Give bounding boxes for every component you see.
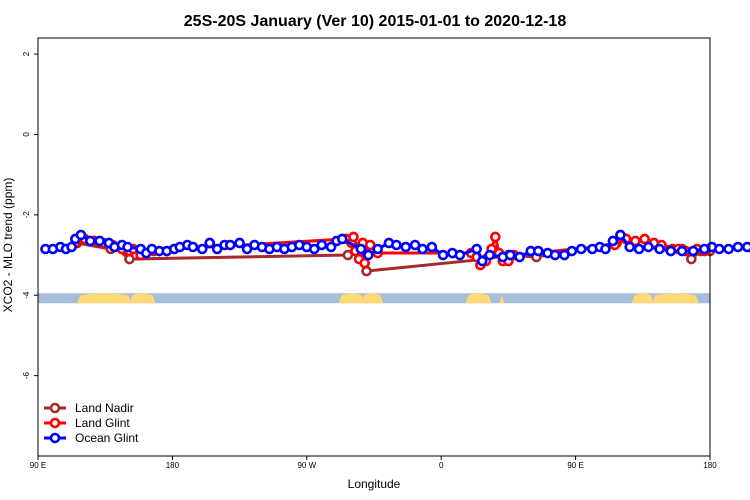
point-0-15 xyxy=(686,253,697,265)
land-segment-3 xyxy=(360,293,384,304)
point-2-42 xyxy=(355,243,367,255)
y-axis-label: XCO2 - MLO trend (ppm) xyxy=(1,178,15,313)
point-2-12 xyxy=(122,241,133,253)
point-2-72 xyxy=(624,241,636,253)
series-ocean-glint xyxy=(40,229,750,267)
point-1-13 xyxy=(348,231,359,243)
point-2-21 xyxy=(187,241,199,253)
point-2-28 xyxy=(241,243,253,255)
point-2-43 xyxy=(363,249,374,261)
x-tick-label-5: 180 xyxy=(703,461,717,470)
x-tick-label-4: 90 E xyxy=(567,461,583,470)
point-2-65 xyxy=(566,245,578,257)
point-2-41 xyxy=(336,233,348,245)
point-2-58 xyxy=(504,249,516,261)
point-1-19 xyxy=(364,239,376,251)
y-tick-label-3: -4 xyxy=(22,291,31,299)
legend-label-1: Land Glint xyxy=(75,416,130,430)
point-2-63 xyxy=(549,249,561,261)
point-0-8 xyxy=(361,265,372,277)
point-2-70 xyxy=(607,235,619,247)
point-1-33 xyxy=(630,235,641,247)
point-2-77 xyxy=(676,245,688,257)
point-2-83 xyxy=(732,241,744,253)
point-1-17 xyxy=(359,257,370,269)
land-segment-6 xyxy=(631,293,654,304)
point-2-38 xyxy=(316,239,328,251)
x-tick-label-2: 90 W xyxy=(297,461,316,470)
chart-title: 25S-20S January (Ver 10) 2015-01-01 to 2… xyxy=(184,13,567,30)
point-2-64 xyxy=(559,249,570,261)
land-segment-1 xyxy=(129,293,156,304)
point-2-27 xyxy=(234,237,245,249)
point-2-22 xyxy=(196,243,208,255)
land-ocean-strip xyxy=(38,293,710,304)
point-2-4 xyxy=(66,241,77,253)
point-2-6 xyxy=(75,229,87,241)
x-tick-label-3: 0 xyxy=(439,461,444,470)
legend-label-2: Ocean Glint xyxy=(75,431,139,445)
land-segment-4 xyxy=(465,293,492,304)
land-segment-7 xyxy=(652,293,699,304)
point-2-84 xyxy=(742,241,750,253)
point-2-82 xyxy=(723,243,734,255)
legend-marker-2 xyxy=(49,432,61,444)
y-tick-label-2: -2 xyxy=(22,211,31,219)
point-2-81 xyxy=(714,243,725,255)
point-2-69 xyxy=(600,243,611,255)
point-2-53 xyxy=(454,249,466,261)
legend-marker-0 xyxy=(49,402,61,414)
point-2-73 xyxy=(633,243,645,255)
point-2-7 xyxy=(84,235,96,247)
point-2-66 xyxy=(575,243,587,255)
point-0-4 xyxy=(342,249,354,261)
land-segment-2 xyxy=(338,293,365,304)
series-layer xyxy=(40,229,750,277)
point-2-48 xyxy=(409,239,421,251)
point-2-74 xyxy=(643,241,654,253)
y-tick-label-4: -6 xyxy=(22,372,31,380)
x-tick-label-1: 180 xyxy=(166,461,180,470)
plot-frame xyxy=(37,37,711,457)
point-2-23 xyxy=(204,237,216,249)
point-2-47 xyxy=(400,241,412,253)
point-2-44 xyxy=(372,243,384,255)
point-2-50 xyxy=(426,241,438,253)
point-2-49 xyxy=(417,243,428,255)
point-2-8 xyxy=(94,235,105,247)
point-2-51 xyxy=(437,249,449,261)
legend-label-0: Land Nadir xyxy=(75,401,134,415)
land-segment-0 xyxy=(77,293,132,304)
point-2-78 xyxy=(687,245,699,257)
x-tick-label-0: 90 E xyxy=(30,461,46,470)
point-1-26 xyxy=(490,231,501,243)
x-axis-label: Longitude xyxy=(348,477,401,491)
point-2-46 xyxy=(391,239,402,251)
point-2-54 xyxy=(471,243,482,255)
legend-marker-1 xyxy=(49,417,61,429)
point-2-76 xyxy=(665,245,677,257)
point-2-37 xyxy=(308,243,320,255)
y-tick-label-0: 2 xyxy=(22,51,31,56)
point-2-75 xyxy=(654,243,665,255)
point-2-56 xyxy=(484,249,496,261)
y-axis: 2 0 -2 -4 -6 xyxy=(22,51,38,379)
land-segment-5 xyxy=(499,293,505,304)
y-tick-label-1: 0 xyxy=(22,132,31,137)
x-axis: 90 E 180 90 W 0 90 E 180 xyxy=(30,456,717,470)
point-2-61 xyxy=(532,245,544,257)
point-2-55 xyxy=(476,255,488,267)
point-1-34 xyxy=(639,233,650,245)
point-2-71 xyxy=(615,229,626,241)
point-2-59 xyxy=(514,251,525,263)
point-2-39 xyxy=(325,241,337,253)
point-2-26 xyxy=(224,239,236,251)
point-2-24 xyxy=(211,243,223,255)
